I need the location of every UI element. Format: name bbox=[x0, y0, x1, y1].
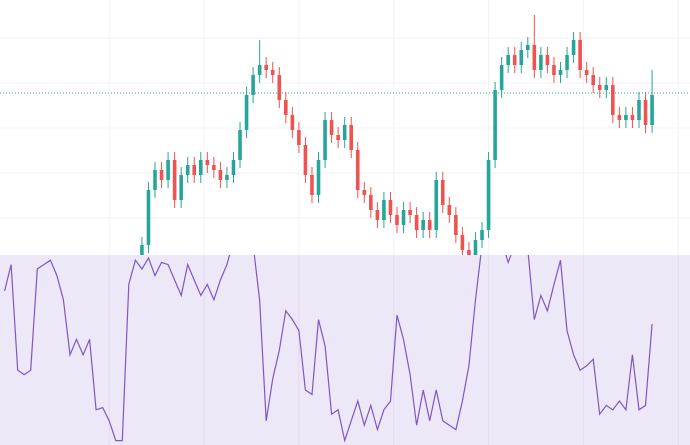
candle-body bbox=[604, 85, 609, 90]
candle-body bbox=[375, 210, 380, 220]
candle-body bbox=[198, 160, 203, 175]
candle-body bbox=[270, 70, 275, 75]
candle-body bbox=[565, 55, 569, 70]
candle-body bbox=[539, 55, 543, 70]
candle-body bbox=[486, 160, 491, 230]
candle-body bbox=[597, 85, 602, 90]
candle-body bbox=[401, 210, 406, 225]
candle-body bbox=[323, 120, 327, 160]
candle-body bbox=[427, 220, 432, 230]
candle-body bbox=[545, 55, 550, 65]
candle-body bbox=[231, 160, 236, 175]
candle-body bbox=[355, 150, 360, 190]
candle-body bbox=[637, 100, 641, 120]
candle-body bbox=[349, 125, 354, 150]
candle-body bbox=[650, 95, 654, 125]
candle-body bbox=[342, 125, 347, 140]
candle-body bbox=[140, 245, 144, 255]
candle-body bbox=[617, 115, 622, 120]
candle-body bbox=[512, 55, 517, 65]
candle-body bbox=[172, 160, 177, 200]
candle-body bbox=[218, 170, 223, 180]
candle-body bbox=[591, 75, 596, 85]
candle-body bbox=[336, 135, 340, 140]
candle-body bbox=[480, 230, 484, 240]
candle-body bbox=[584, 70, 589, 75]
candle-body bbox=[362, 190, 367, 195]
candle-body bbox=[467, 250, 471, 255]
candle-body bbox=[277, 75, 282, 100]
candle-body bbox=[552, 65, 556, 75]
candle-body bbox=[264, 65, 268, 70]
candle-body bbox=[421, 220, 425, 230]
candle-body bbox=[434, 180, 439, 230]
candle-body bbox=[297, 130, 301, 145]
candle-body bbox=[643, 100, 648, 125]
candle-body bbox=[251, 75, 255, 95]
candle-body bbox=[624, 115, 628, 120]
candle-body bbox=[159, 170, 164, 180]
candle-body bbox=[414, 215, 419, 230]
candle-body bbox=[303, 145, 308, 175]
candle-body bbox=[212, 165, 216, 170]
candle-body bbox=[179, 175, 183, 200]
candle-body bbox=[244, 95, 249, 130]
candle-body bbox=[493, 90, 497, 160]
candle-body bbox=[238, 130, 242, 160]
candle-body bbox=[447, 205, 452, 215]
price-pane bbox=[0, 15, 690, 255]
candle-body bbox=[473, 240, 478, 255]
candle-body bbox=[257, 65, 262, 75]
candle-body bbox=[571, 40, 576, 55]
candle-body bbox=[454, 215, 458, 235]
candle-body bbox=[290, 115, 295, 130]
candle-body bbox=[630, 115, 635, 120]
candle-body bbox=[388, 200, 393, 215]
candle-body bbox=[166, 160, 170, 180]
indicator-pane bbox=[0, 255, 690, 445]
candle-body bbox=[578, 40, 582, 70]
candle-body bbox=[153, 170, 157, 190]
candle-body bbox=[192, 165, 197, 175]
candle-body bbox=[395, 215, 399, 225]
candle-body bbox=[611, 85, 615, 115]
indicator-line bbox=[4, 255, 653, 443]
candle-body bbox=[408, 210, 412, 215]
candle-body bbox=[506, 55, 510, 65]
candle-body bbox=[499, 65, 504, 90]
indicator-layer bbox=[4, 255, 653, 443]
candle-body bbox=[369, 195, 373, 210]
candle-body bbox=[329, 120, 334, 135]
candle-body bbox=[310, 175, 314, 195]
candle-body bbox=[519, 50, 524, 65]
candle-body bbox=[316, 160, 321, 195]
candle-body bbox=[284, 100, 288, 115]
candle-body bbox=[532, 45, 537, 70]
candle-body bbox=[382, 200, 386, 220]
candle-body bbox=[460, 235, 465, 250]
candle-body bbox=[526, 45, 530, 50]
indicator-grid bbox=[108, 255, 679, 445]
candle-body bbox=[225, 175, 229, 180]
candle-body bbox=[205, 160, 210, 165]
candle-body bbox=[146, 190, 151, 245]
candle-body bbox=[185, 165, 190, 175]
candle-body bbox=[440, 180, 445, 205]
candle-body bbox=[558, 70, 563, 75]
